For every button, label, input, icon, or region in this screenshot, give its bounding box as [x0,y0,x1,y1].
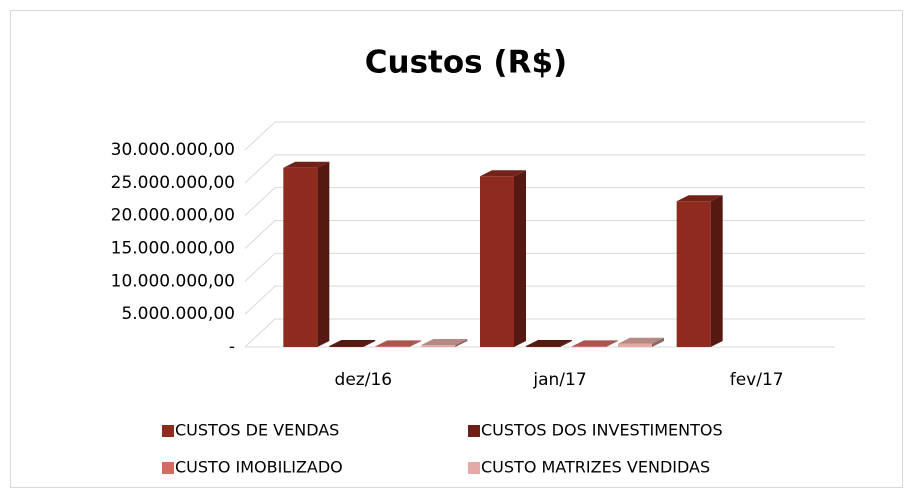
bar [676,195,723,347]
grid-line [244,121,865,151]
y-tick-label: 30.000.000,00 [111,140,235,160]
y-tick-label: 15.000.000,00 [111,239,235,259]
bar [329,340,376,347]
bar-face [572,346,606,347]
bar-face [710,195,723,347]
legend-swatch [468,462,480,474]
bar-face [421,339,468,346]
bar-face [572,340,618,347]
x-tick-label: fev/17 [730,370,784,390]
bar-face [618,337,664,344]
bar-face [409,340,422,347]
bar [480,170,526,347]
y-tick-label: 5.000.000,00 [121,304,235,324]
legend-label: CUSTOS DOS INVESTIMENTOS [481,421,723,440]
bar-face [676,195,723,202]
y-tick-label: 10.000.000,00 [111,271,235,291]
bar-face [652,337,664,347]
bar-face [317,161,330,347]
bar-face [455,339,468,347]
bar [526,340,572,347]
legend-label: CUSTOS DE VENDAS [175,421,339,440]
bar-face [526,346,560,347]
bar [283,161,330,347]
bar-face [375,346,410,347]
bar-face [421,345,456,347]
grid-line [244,285,865,315]
bar-face [283,161,330,168]
y-tick-label: 25.000.000,00 [111,173,235,193]
legend-swatch [162,462,174,474]
y-tick-label: 20.000.000,00 [111,206,235,226]
legend-swatch [468,425,480,437]
bar-face [480,170,526,177]
chart-border [10,10,903,488]
chart-title: Custos (R$) [365,45,567,81]
legend-label: CUSTO IMOBILIZADO [175,458,343,477]
legend-label: CUSTO MATRIZES VENDIDAS [481,458,710,477]
y-tick-label: - [229,337,235,357]
bar-face [560,340,572,347]
bar [618,337,664,347]
bar [572,340,618,347]
bar-face [618,343,652,347]
legend-swatch [162,425,174,437]
grid-line [244,154,865,184]
bar-face [606,340,618,347]
bar-face [526,340,572,347]
bar-face [375,340,422,347]
bar-face [676,201,711,347]
x-tick-label: dez/16 [335,370,393,390]
bar-face [329,340,376,347]
grid-line [244,318,865,348]
bar-face [329,346,364,347]
bar-face [363,340,376,347]
bar-face [480,176,514,347]
bar-face [283,167,318,347]
bar [375,340,422,347]
bar [421,339,468,347]
grid-line [244,187,865,217]
grid-line [244,252,865,282]
x-tick-label: jan/17 [532,370,586,390]
bar-face [514,170,526,347]
grid-line [244,220,865,249]
